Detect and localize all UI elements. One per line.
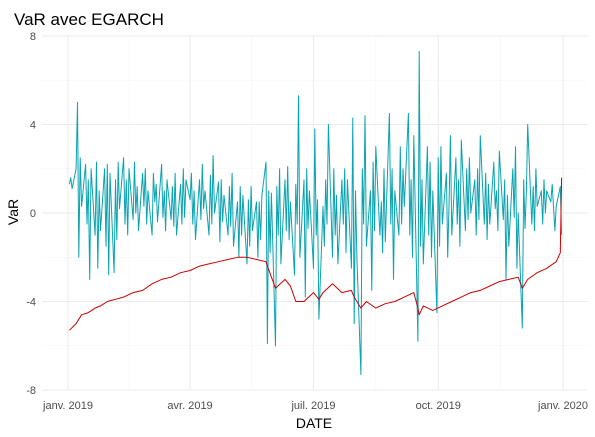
- y-tick-label: 4: [30, 120, 36, 132]
- y-tick-label: -4: [26, 297, 36, 309]
- x-tick-label: janv. 2020: [537, 400, 588, 412]
- y-tick-label: 0: [30, 208, 36, 220]
- x-tick-label: avr. 2019: [167, 400, 212, 412]
- y-axis-title: VaR: [5, 199, 21, 225]
- chart-title: VaR avec EGARCH: [14, 10, 164, 29]
- grid-lines: [42, 35, 588, 391]
- x-axis-title: DATE: [296, 415, 332, 431]
- series-lines: [68, 51, 563, 375]
- series-line-2: [69, 177, 563, 331]
- x-axis-ticks: janv. 2019 avr. 2019 juil. 2019 oct. 2019 ja…: [42, 400, 588, 412]
- x-tick-label: juil. 2019: [290, 400, 335, 412]
- x-tick-label: oct. 2019: [416, 400, 461, 412]
- series-line-1: [68, 51, 563, 375]
- y-tick-label: -8: [26, 385, 36, 397]
- y-tick-label: 8: [30, 31, 36, 43]
- y-axis-ticks: -8 -4 0 4 8: [26, 31, 36, 397]
- x-tick-label: janv. 2019: [42, 400, 93, 412]
